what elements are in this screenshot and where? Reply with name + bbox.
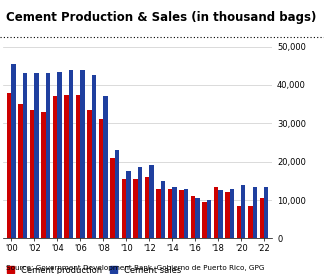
Bar [122,179,126,238]
Bar [110,158,115,238]
Text: Cement Production & Sales (in thousand bags): Cement Production & Sales (in thousand b… [6,11,317,24]
Bar [168,189,172,238]
Bar [218,190,223,238]
Bar [214,187,218,238]
Bar [264,187,269,238]
Bar [99,119,103,238]
Bar [92,75,96,238]
Bar [260,198,264,238]
Bar [225,192,230,238]
Bar [172,187,177,238]
Bar [230,189,234,238]
Bar [23,73,27,238]
Bar [179,190,184,238]
Bar [80,70,85,238]
Bar [18,104,23,238]
Bar [30,110,34,238]
Bar [34,73,39,238]
Bar [7,93,11,238]
Bar [138,167,142,238]
Bar [64,95,69,238]
Bar [69,70,73,238]
Bar [156,189,161,238]
Text: Source: Government Development Bank, Gobierno de Puerto Rico, GPG: Source: Government Development Bank, Gob… [6,265,265,271]
Bar [248,206,253,238]
Bar [237,206,241,238]
Bar [76,95,80,238]
Bar [253,187,257,238]
Legend: Cement production, Cement sales: Cement production, Cement sales [7,266,181,274]
Bar [103,96,108,238]
Bar [11,64,16,238]
Bar [145,177,149,238]
Bar [53,96,57,238]
Bar [207,200,211,238]
Bar [87,110,92,238]
Bar [195,198,200,238]
Bar [149,165,154,238]
Bar [46,73,50,238]
Bar [241,185,246,238]
Bar [126,171,131,238]
Bar [133,179,138,238]
Bar [202,202,207,238]
Bar [191,196,195,238]
Bar [57,72,62,238]
Bar [161,181,165,238]
Bar [41,112,46,238]
Bar [115,150,119,238]
Bar [184,189,188,238]
